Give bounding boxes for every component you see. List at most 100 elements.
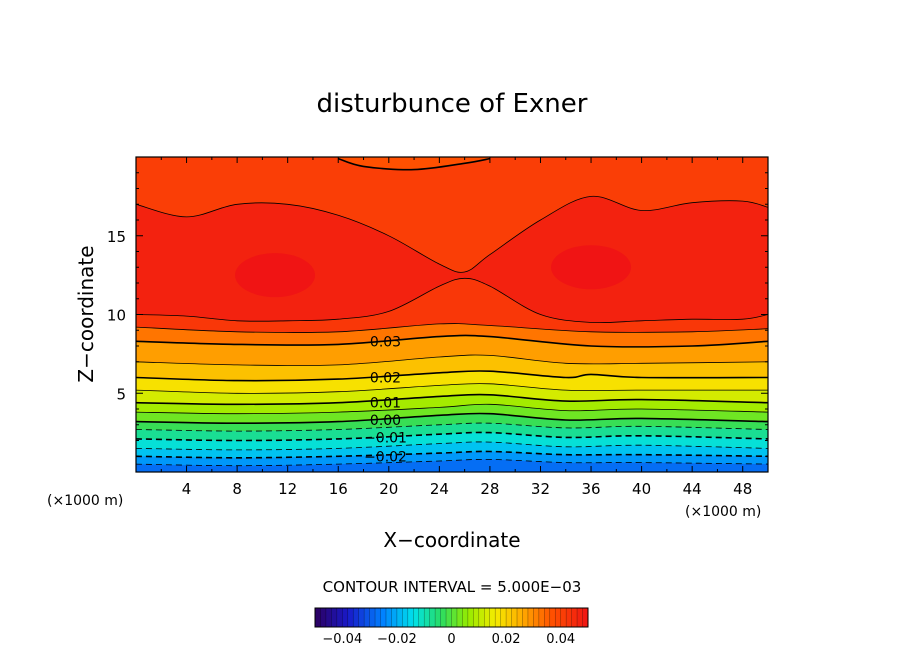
contour-line — [136, 393, 768, 406]
contour-label: 0.00 — [370, 413, 401, 429]
colorbar-cell — [429, 608, 436, 627]
colorbar-cell — [358, 608, 365, 627]
colorbar-cell — [571, 608, 578, 627]
colorbar-cell — [549, 608, 556, 627]
chart-title: disturbunce of Exner — [317, 89, 588, 119]
x-axis-unit: (×1000 m) — [685, 504, 761, 520]
x-tick-label: 36 — [581, 480, 600, 498]
colorbar-tick-label: 0 — [447, 632, 455, 647]
contour-line — [136, 334, 768, 348]
colorbar-cell — [440, 608, 447, 627]
colorbar-cell — [560, 608, 567, 627]
colorbar-cell — [478, 608, 485, 627]
colorbar-cell — [506, 608, 512, 627]
colorbar-cell — [364, 608, 370, 627]
colorbar-cell — [418, 608, 425, 627]
x-axis-label: X−coordinate — [383, 528, 520, 552]
colorbar-cell — [435, 608, 441, 627]
colorbar-cell — [467, 608, 474, 627]
colorbar-cell — [320, 608, 327, 627]
contour-label: 0.03 — [370, 334, 401, 350]
contour-label: 0.01 — [370, 396, 401, 412]
contour-labels: 0.03 0.02 0.010.00−0.01 −0.02 — [364, 334, 407, 465]
colorbar-cell — [456, 608, 463, 627]
y-tick-label: 10 — [107, 307, 126, 325]
colorbar-cell — [511, 608, 518, 627]
colorbar-tick-label: −0.02 — [377, 632, 417, 647]
band-fill — [136, 459, 768, 472]
colorbar-cell — [489, 608, 496, 627]
contour-line — [136, 323, 768, 333]
y-tick-label: 5 — [116, 385, 126, 403]
colorbar-cell — [402, 608, 409, 627]
contour-interval-note: CONTOUR INTERVAL = 5.000E−03 — [323, 578, 582, 596]
colorbar-tick-label: 0.02 — [492, 632, 521, 647]
filled-contour-bands — [136, 157, 768, 472]
colorbar-cell — [391, 608, 398, 627]
colorbar-cell — [325, 608, 332, 627]
x-tick-label: 40 — [632, 480, 651, 498]
colorbar-cell — [451, 608, 458, 627]
contour-label: −0.01 — [364, 430, 407, 446]
field-maxima — [235, 245, 632, 298]
colorbar-cell — [500, 608, 507, 627]
colorbar-cell — [446, 608, 452, 627]
colorbar-cell — [544, 608, 551, 627]
colorbar-cell — [336, 608, 343, 627]
contour-line — [136, 403, 768, 415]
x-tick-label: 4 — [182, 480, 192, 498]
x-tick-label: 32 — [531, 480, 550, 498]
colorbar-cell — [582, 608, 589, 627]
colorbar-cell — [347, 608, 354, 627]
contour-line — [136, 458, 768, 467]
colorbar-cell — [484, 608, 491, 627]
colorbar-cell — [566, 608, 572, 627]
contour-line — [136, 383, 768, 394]
x-axis-ticks: 4 8 12 16 20 24 28 32 36 40 44 48 — [135, 157, 769, 498]
colorbar-cell — [533, 608, 540, 627]
colorbar-tick-label: 0.04 — [546, 632, 575, 647]
x-tick-label: 12 — [278, 480, 297, 498]
colorbar-cell — [331, 608, 338, 627]
contour-line — [136, 277, 768, 324]
x-tick-label: 48 — [733, 480, 752, 498]
plot-area — [136, 157, 768, 472]
colorbar-cell — [527, 608, 534, 627]
colorbar-cell — [495, 608, 501, 627]
field-maximum — [235, 253, 316, 298]
colorbar-frame — [314, 607, 589, 628]
contour-line — [337, 157, 491, 171]
contour-line — [136, 412, 768, 425]
contour-line — [136, 422, 768, 432]
colorbar-cell — [385, 608, 392, 627]
y-axis-ticks: 5 10 15 — [107, 156, 768, 473]
contour-lines — [136, 157, 768, 467]
contour-line — [136, 354, 768, 367]
colorbar-cell — [342, 608, 349, 627]
contour-line — [136, 450, 768, 459]
colorbar-cell — [375, 608, 381, 627]
colorbar-cell — [522, 608, 529, 627]
band-fill — [338, 157, 490, 170]
x-tick-label: 8 — [232, 480, 242, 498]
field-maximum — [551, 245, 632, 290]
x-tick-label: 44 — [683, 480, 702, 498]
y-axis-unit: (×1000 m) — [47, 493, 123, 509]
colorbar-cell — [369, 608, 376, 627]
contour-line — [136, 441, 768, 451]
colorbar-cell — [407, 608, 414, 627]
contour-line — [136, 370, 768, 382]
colorbar-cell — [462, 608, 469, 627]
colorbar-cell — [555, 608, 561, 627]
colorbar-cell — [413, 608, 420, 627]
band-fill — [136, 157, 768, 273]
colorbar-cell — [538, 608, 545, 627]
x-tick-label: 24 — [430, 480, 449, 498]
colorbar-cell — [353, 608, 359, 627]
contour-line — [136, 195, 768, 273]
colorbar-cell — [473, 608, 480, 627]
colorbar-cell — [424, 608, 430, 627]
x-tick-label: 16 — [329, 480, 348, 498]
contour-label: −0.02 — [364, 449, 407, 465]
